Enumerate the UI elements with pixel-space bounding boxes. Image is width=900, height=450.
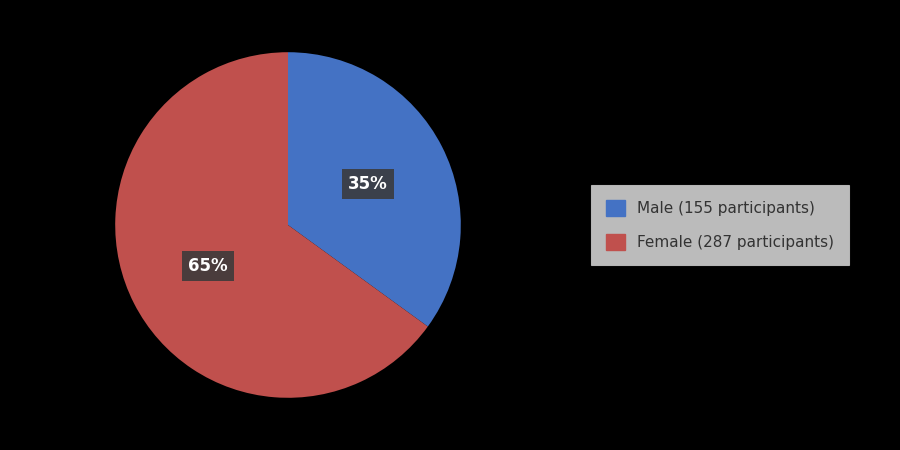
Text: 35%: 35%: [348, 175, 388, 193]
Legend: Male (155 participants), Female (287 participants): Male (155 participants), Female (287 par…: [591, 184, 849, 266]
Text: 65%: 65%: [188, 257, 228, 275]
Wedge shape: [288, 52, 461, 327]
Wedge shape: [115, 52, 427, 398]
